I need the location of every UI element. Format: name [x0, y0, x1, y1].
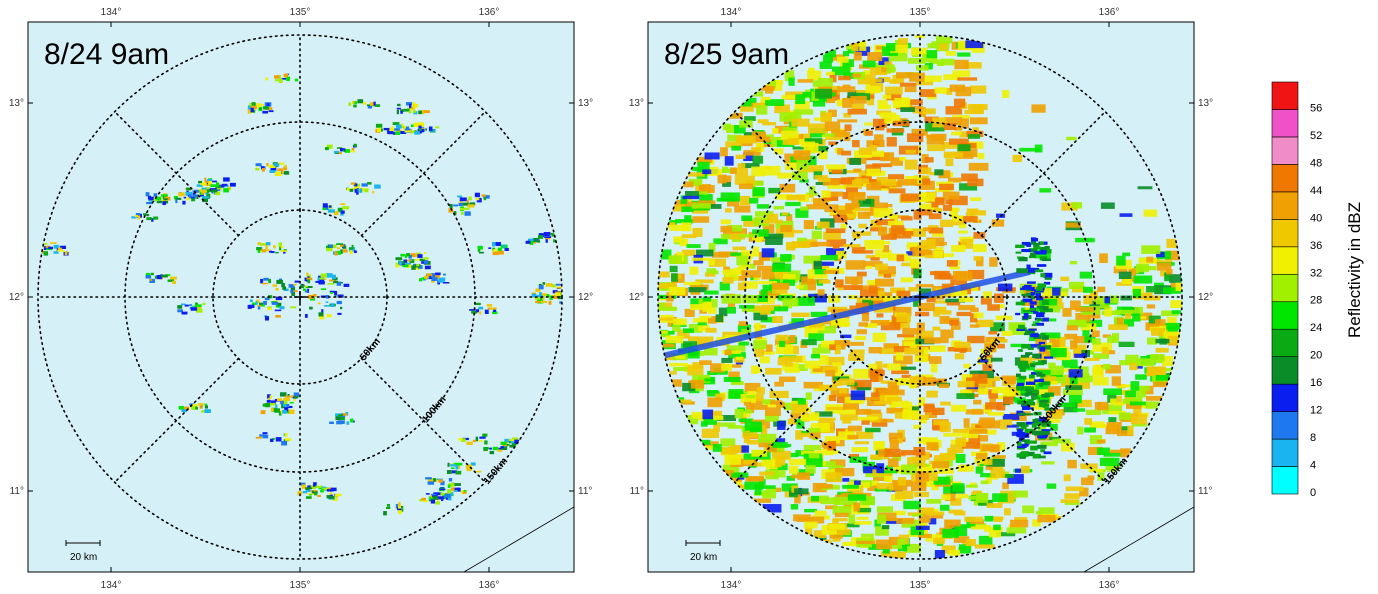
lon-tick-top: 134°: [721, 7, 742, 18]
colorbar-title: Reflectivity in dBZ: [1345, 202, 1364, 338]
colorbar-swatch: [1271, 164, 1299, 193]
lat-tick-left: 13°: [629, 98, 644, 109]
colorbar-level-label: 48: [1310, 157, 1322, 169]
colorbar-level-label: 24: [1310, 322, 1322, 334]
colorbar-swatch: [1271, 136, 1299, 165]
colorbar-level-label: 0: [1310, 487, 1316, 499]
lon-tick-bottom: 136°: [1099, 580, 1120, 591]
colorbar-swatch: [1271, 191, 1299, 220]
lon-tick-bottom: 134°: [101, 580, 122, 591]
radar-echoes: [38, 73, 562, 516]
colorbar-level-label: 16: [1310, 377, 1322, 389]
lat-tick-right: 12°: [1198, 292, 1213, 303]
range-rings: [37, 34, 563, 560]
colorbar-level-label: 12: [1310, 405, 1322, 417]
lon-tick-top: 136°: [1099, 7, 1120, 18]
radar-map-right: 50km100km150km134°134°135°135°136°136°13…: [629, 7, 1213, 591]
lat-tick-right: 13°: [1198, 98, 1213, 109]
lat-tick-left: 13°: [9, 98, 24, 109]
colorbar-swatch: [1271, 246, 1299, 275]
colorbar-level-label: 36: [1310, 240, 1322, 252]
lat-tick-left: 12°: [629, 292, 644, 303]
lat-tick-right: 11°: [578, 486, 592, 497]
lat-tick-right: 12°: [578, 292, 593, 303]
radar-echoes: [658, 35, 1182, 559]
boundary-line: [463, 506, 575, 573]
colorbar-level-label: 40: [1310, 212, 1322, 224]
colorbar-level-label: 28: [1310, 295, 1322, 307]
colorbar-swatch: [1271, 219, 1299, 248]
colorbar-level-label: 52: [1310, 130, 1322, 142]
boundary-line: [1083, 506, 1195, 573]
range-rings: [657, 34, 1183, 560]
lon-tick-bottom: 135°: [290, 580, 311, 591]
lon-tick-bottom: 135°: [910, 580, 931, 591]
colorbar-swatch: [1271, 301, 1299, 330]
colorbar-level-label: 44: [1310, 185, 1322, 197]
lon-tick-top: 136°: [479, 7, 500, 18]
colorbar-level-label: 4: [1310, 460, 1316, 472]
lat-tick-right: 13°: [578, 98, 593, 109]
lon-tick-bottom: 136°: [479, 580, 500, 591]
lon-tick-top: 135°: [290, 7, 311, 18]
colorbar-level-label: 56: [1310, 102, 1322, 114]
lon-tick-top: 135°: [910, 7, 931, 18]
lon-tick-top: 134°: [101, 7, 122, 18]
lat-tick-left: 11°: [10, 486, 24, 497]
colorbar-swatch: [1271, 109, 1299, 138]
colorbar-swatch: [1271, 411, 1299, 440]
colorbar-svg: 048121620242832364044485256Reflectivity …: [1271, 81, 1364, 499]
colorbar-swatch: [1271, 438, 1299, 467]
radar-map-left: 50km100km150km134°134°135°135°136°136°13…: [9, 7, 593, 591]
colorbar-swatch: [1271, 383, 1299, 412]
colorbar-level-label: 32: [1310, 267, 1322, 279]
lat-tick-left: 12°: [9, 292, 24, 303]
panel-title: 8/24 9am: [44, 38, 169, 71]
colorbar-level-label: 20: [1310, 350, 1322, 362]
scale-bar-label: 20 km: [70, 552, 97, 563]
scale-bar: [685, 540, 721, 546]
lat-tick-left: 11°: [630, 486, 644, 497]
scale-bar-label: 20 km: [690, 552, 717, 563]
radar-panel-8-24: 50km 100km 150km 134° 134° 135° 135° 136° 136° 13…: [0, 0, 600, 594]
lat-tick-right: 11°: [1198, 486, 1212, 497]
lon-tick-bottom: 134°: [721, 580, 742, 591]
colorbar-swatch: [1271, 356, 1299, 385]
colorbar-swatch: [1271, 273, 1299, 303]
radar-panel-8-25: 50km 100km 150km 134° 134° 135° 135° 136° 136° 13…: [620, 0, 1220, 594]
colorbar-swatch: [1271, 466, 1299, 495]
panel-title: 8/25 9am: [664, 38, 789, 71]
colorbar-swatch: [1271, 81, 1299, 110]
scale-bar: [65, 540, 101, 546]
colorbar-swatch: [1271, 328, 1299, 357]
colorbar-level-label: 8: [1310, 432, 1316, 444]
